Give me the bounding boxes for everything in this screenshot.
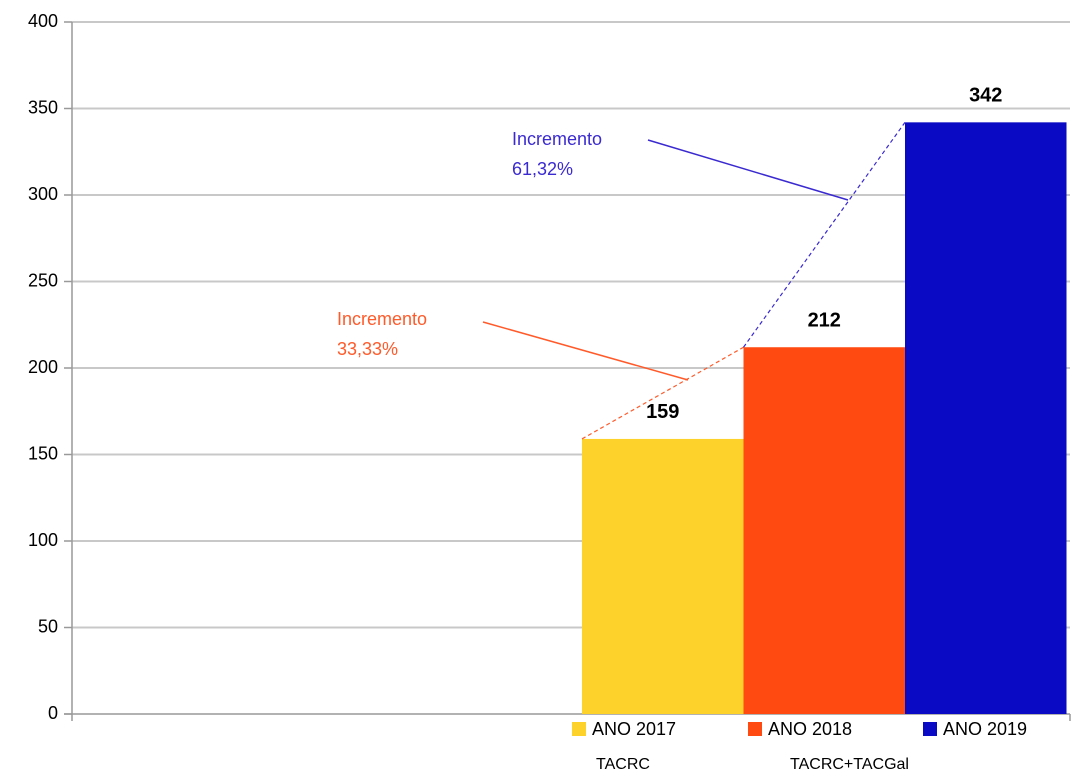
annotation-text: Incremento <box>512 129 602 149</box>
data-label: 342 <box>969 85 1002 107</box>
annotation-text: 33,33% <box>337 339 398 359</box>
legend-swatch <box>748 722 762 736</box>
data-label: 212 <box>808 310 841 332</box>
legend-swatch <box>923 722 937 736</box>
annotation-leader <box>482 321 689 381</box>
y-tick-label: 100 <box>28 530 58 550</box>
legend-label: ANO 2018 <box>768 719 852 739</box>
increment-line <box>581 346 744 440</box>
y-tick-label: 200 <box>28 357 58 377</box>
annotation-leader <box>647 139 849 201</box>
legend-label: ANO 2017 <box>592 719 676 739</box>
bar <box>582 438 744 714</box>
y-tick-label: 0 <box>48 703 58 723</box>
bar <box>743 347 905 714</box>
y-tick-label: 50 <box>38 616 58 636</box>
legend-label: ANO 2019 <box>943 719 1027 739</box>
data-label: 159 <box>646 401 679 423</box>
legend-caption: TACRC <box>596 756 650 773</box>
y-tick-label: 250 <box>28 270 58 290</box>
annotation-text: 61,32% <box>512 159 573 179</box>
y-tick-label: 350 <box>28 97 58 117</box>
bar <box>905 122 1067 715</box>
y-tick-label: 150 <box>28 443 58 463</box>
legend-caption: TACRC+TACGal <box>790 756 909 773</box>
annotation-text: Incremento <box>337 309 427 329</box>
y-tick-label: 400 <box>28 11 58 31</box>
legend-swatch <box>572 722 586 736</box>
y-tick-label: 300 <box>28 184 58 204</box>
